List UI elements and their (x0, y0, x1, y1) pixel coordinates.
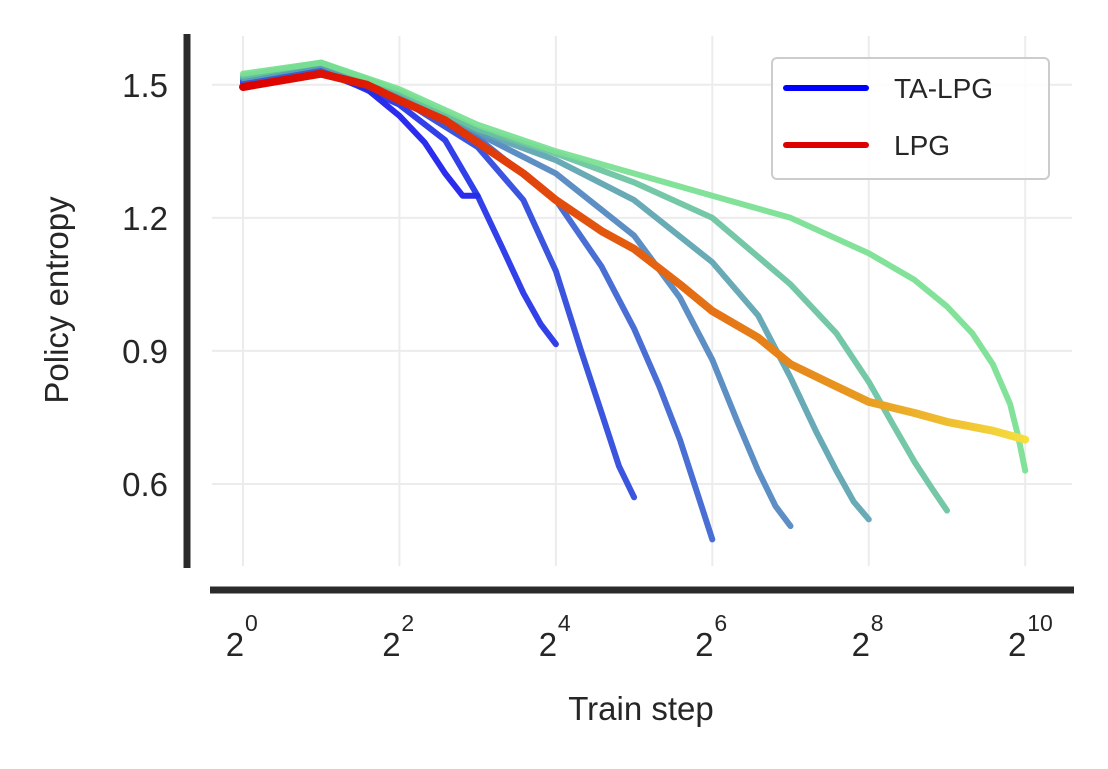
x-tick-exponent: 4 (558, 610, 571, 636)
x-tick-label: 210 (1008, 610, 1053, 663)
series-line-ta-lpg-8 (240, 59, 1029, 474)
y-tick-label: 1.2 (122, 200, 168, 237)
x-tick-label: 28 (852, 610, 884, 663)
series-line-ta-lpg-5 (240, 61, 794, 530)
y-axis-title: Policy entropy (38, 196, 75, 404)
x-tick-exponent: 8 (871, 610, 884, 636)
x-tick-base: 2 (1008, 626, 1026, 663)
legend-label: LPG (894, 130, 950, 161)
x-tick-exponent: 2 (401, 610, 414, 636)
x-tick-base: 2 (695, 626, 713, 663)
x-tick-base: 2 (539, 626, 557, 663)
y-tick-label: 0.6 (122, 466, 168, 503)
y-tick-label: 1.5 (122, 67, 168, 104)
x-tick-base: 2 (226, 626, 244, 663)
x-tick-label: 24 (539, 610, 571, 663)
x-tick-exponent: 6 (714, 610, 727, 636)
legend-label: TA-LPG (894, 73, 993, 104)
x-tick-label: 20 (226, 610, 258, 663)
series-line-lpg (239, 69, 1030, 444)
x-tick-label: 22 (382, 610, 414, 663)
y-tick-label: 0.9 (122, 333, 168, 370)
legend: TA-LPG LPG (771, 57, 1050, 180)
axes (183, 34, 1074, 594)
x-tick-exponent: 10 (1027, 610, 1053, 636)
series-lines (239, 59, 1030, 543)
x-tick-base: 2 (852, 626, 870, 663)
x-tick-label: 26 (695, 610, 727, 663)
x-axis-title: Train step (568, 690, 714, 727)
x-tick-base: 2 (382, 626, 400, 663)
x-tick-exponent: 0 (245, 610, 258, 636)
